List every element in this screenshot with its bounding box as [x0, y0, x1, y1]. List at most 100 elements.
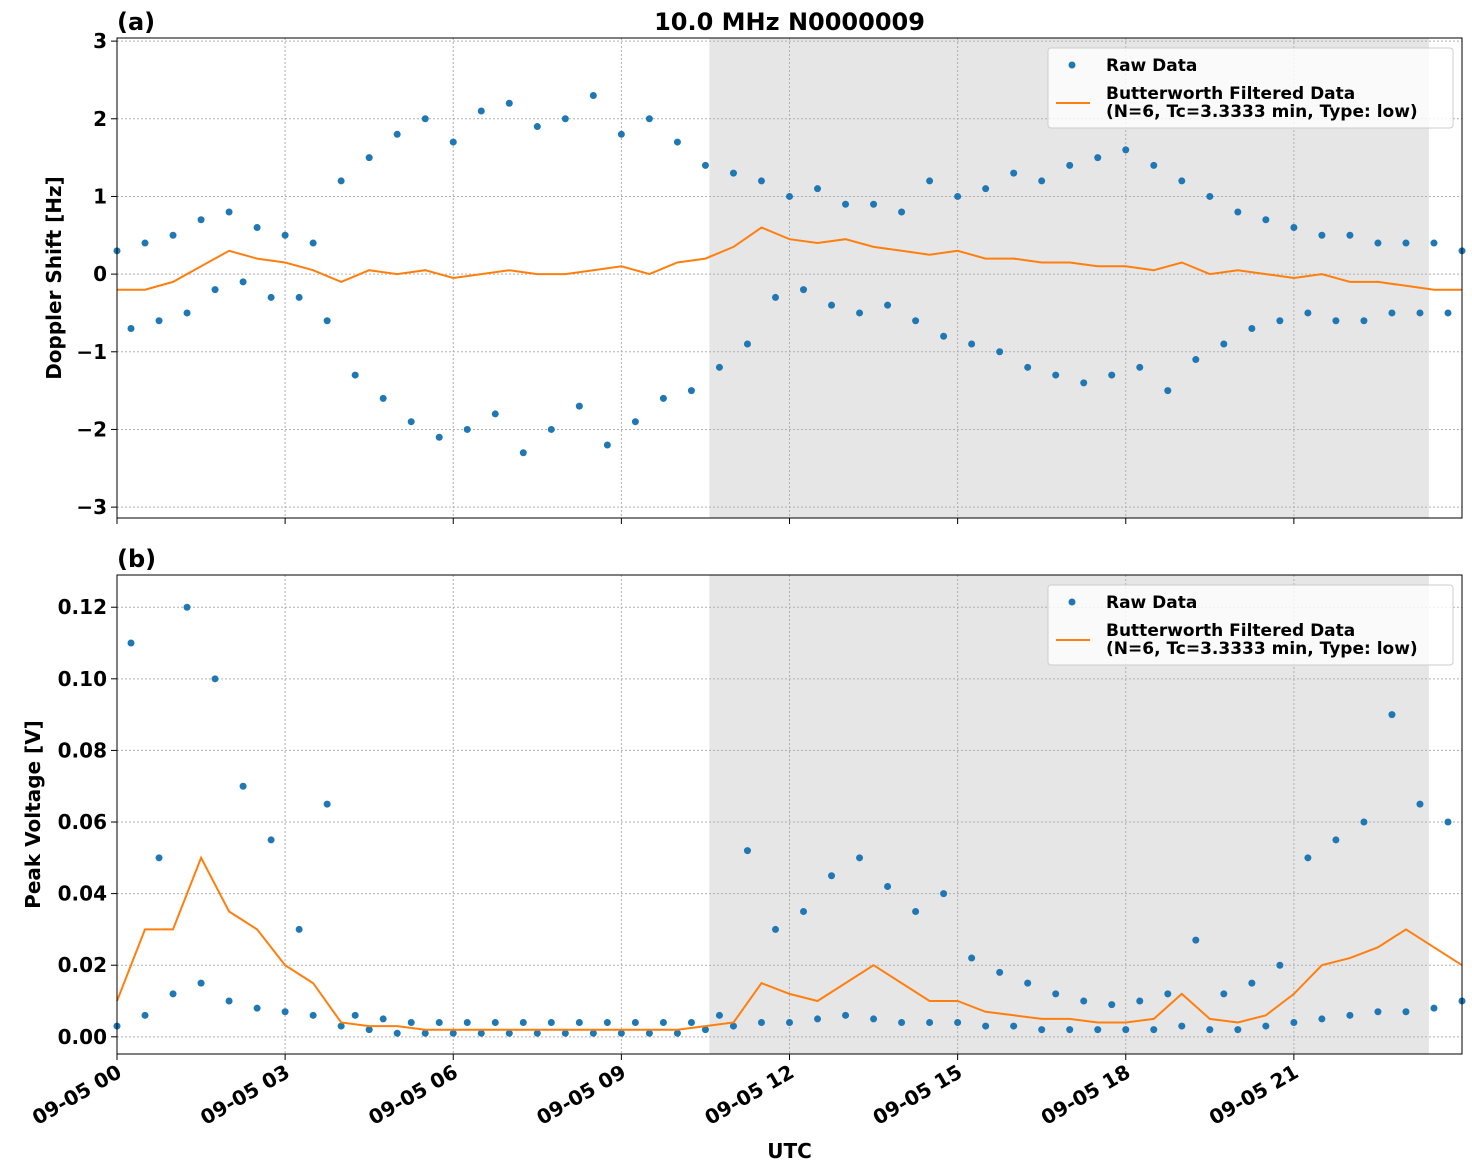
raw-point [771, 925, 779, 933]
legend-label: Raw Data [1106, 593, 1197, 613]
raw-point [1276, 961, 1284, 969]
raw-point [155, 854, 163, 862]
raw-point [1290, 1018, 1298, 1026]
raw-point [1178, 177, 1186, 185]
raw-point [337, 177, 345, 185]
plot-area [113, 91, 1466, 457]
legend-label: Butterworth Filtered Data (N=6, Tc=3.3333… [1106, 621, 1418, 659]
raw-point [1360, 818, 1368, 826]
y-tick-label: 1 [93, 184, 107, 208]
raw-point [715, 363, 723, 371]
raw-point [631, 418, 639, 426]
raw-point [253, 224, 261, 232]
raw-point [1066, 161, 1074, 169]
raw-point [912, 317, 920, 325]
raw-point [1150, 161, 1158, 169]
raw-point [856, 854, 864, 862]
x-tick-label: 09-05 09 [532, 1060, 630, 1130]
panel-label: (b) [117, 545, 156, 573]
raw-point [771, 293, 779, 301]
axes-frame [116, 37, 1463, 519]
raw-point [1094, 1026, 1102, 1034]
y-tick-label: 0.04 [58, 882, 107, 906]
raw-point [155, 317, 163, 325]
raw-point [267, 836, 275, 844]
raw-point [715, 1011, 723, 1019]
raw-point [197, 216, 205, 224]
raw-point [421, 115, 429, 123]
x-tick-label: 09-05 21 [1205, 1060, 1303, 1130]
raw-point [1094, 154, 1102, 162]
raw-point [1192, 936, 1200, 944]
raw-point [940, 332, 948, 340]
raw-point [1262, 1022, 1270, 1030]
raw-point [351, 371, 359, 379]
raw-point [1024, 363, 1032, 371]
raw-point [183, 603, 191, 611]
raw-point [239, 278, 247, 286]
raw-point [393, 1029, 401, 1037]
raw-point [884, 882, 892, 890]
raw-point [1360, 317, 1368, 325]
legend-label: Raw Data [1106, 56, 1197, 76]
raw-point [659, 1018, 667, 1026]
x-tick-label: 09-05 03 [196, 1060, 294, 1130]
raw-point [449, 1029, 457, 1037]
raw-point [996, 348, 1004, 356]
raw-point [141, 1011, 149, 1019]
raw-point [225, 208, 233, 216]
raw-point [743, 847, 751, 855]
raw-point [1444, 818, 1452, 826]
raw-point [786, 1018, 793, 1026]
raw-point [1430, 1004, 1438, 1012]
raw-point [1136, 363, 1144, 371]
raw-point [379, 394, 387, 402]
raw-point [1332, 317, 1340, 325]
raw-point [828, 872, 836, 880]
raw-point [505, 99, 513, 107]
raw-point [1010, 1022, 1018, 1030]
y-tick-label: 2 [93, 107, 107, 131]
raw-point [547, 1018, 555, 1026]
raw-point [309, 239, 317, 247]
filtered-line [117, 226, 1462, 291]
raw-point [982, 185, 990, 193]
raw-point [407, 1018, 415, 1026]
raw-point [870, 1015, 878, 1023]
raw-point [1290, 224, 1298, 232]
raw-point [169, 231, 177, 239]
legend-box [1047, 47, 1454, 129]
raw-point [645, 1029, 653, 1037]
raw-point [729, 169, 737, 177]
raw-point [1080, 379, 1088, 387]
legend-box [1047, 584, 1454, 666]
raw-point [701, 161, 709, 169]
raw-point [982, 1022, 990, 1030]
raw-point [589, 91, 597, 99]
raw-point [533, 123, 541, 131]
raw-point [281, 1008, 289, 1016]
raw-point [968, 954, 976, 962]
raw-point [1416, 800, 1424, 808]
raw-point [1248, 324, 1256, 332]
raw-point [337, 1022, 345, 1030]
raw-point [1024, 979, 1032, 987]
raw-point [561, 1029, 569, 1037]
raw-point [912, 908, 920, 916]
raw-point [533, 1029, 541, 1037]
raw-point [477, 107, 485, 115]
raw-point [295, 925, 303, 933]
raw-point [884, 301, 892, 309]
x-axis-label: UTC [767, 1139, 812, 1163]
raw-point [1318, 231, 1326, 239]
raw-point [603, 1018, 611, 1026]
raw-point [323, 800, 331, 808]
y-tick-label: 0.12 [58, 595, 107, 619]
raw-point [1388, 711, 1396, 719]
raw-point [743, 340, 751, 348]
raw-point [687, 387, 695, 395]
x-tick-label: 09-05 15 [869, 1060, 967, 1130]
raw-point [561, 115, 569, 123]
raw-point [673, 1029, 681, 1037]
raw-point [645, 115, 653, 123]
